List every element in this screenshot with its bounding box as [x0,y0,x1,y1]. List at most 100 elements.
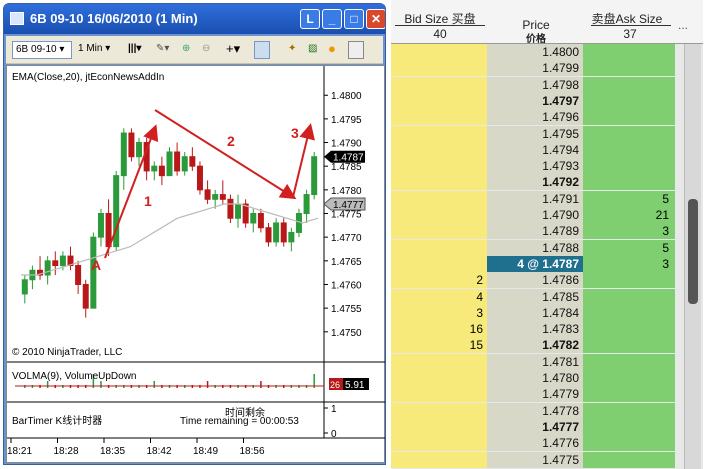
ask-cell[interactable]: 21 [583,207,675,223]
ask-cell[interactable] [583,272,675,289]
ask-cell[interactable] [583,451,675,468]
bid-cell[interactable] [391,239,487,256]
bid-cell[interactable] [391,92,487,109]
chart-area[interactable]: 1.4800 1.4795 1.4790 1.4785 1.4780 1.4775 1.47… [6,65,385,463]
price-cell[interactable]: 1.4778 [487,402,583,419]
price-cell[interactable]: 1.4776 [487,435,583,452]
bid-cell[interactable] [391,141,487,158]
price-cell[interactable]: 1.4781 [487,353,583,370]
last-trade-cell[interactable]: 4 @ 1.4787 [487,255,583,272]
ask-cell[interactable] [583,435,675,452]
draw-tool-icon[interactable]: ✎▾ [156,43,170,54]
bar-style-icon[interactable]: |||▾ [128,43,142,54]
price-column[interactable]: 1.4800 1.4799 1.4798 1.4797 1.4796 1.4795 1.47… [487,44,583,469]
price-cell[interactable]: 1.4785 [487,288,583,305]
bid-cell[interactable] [391,451,487,468]
price-cell[interactable]: 1.4792 [487,174,583,191]
ask-cell[interactable]: 5 [583,239,675,256]
ask-header[interactable]: 卖盘Ask Size [591,12,663,26]
bid-cell[interactable] [391,125,487,142]
alerts-icon[interactable]: ● [328,41,336,56]
bid-cell[interactable] [391,402,487,419]
bid-cell[interactable]: 2 [391,272,487,289]
bid-cell[interactable] [391,370,487,386]
bid-cell[interactable] [391,76,487,93]
ask-cell[interactable] [583,337,675,354]
price-chart[interactable]: 1.48001.47951.47901.47851.47801.47751.47… [7,66,386,464]
indicators-icon[interactable]: ✦ [288,43,297,54]
ask-cell[interactable] [583,60,675,77]
ask-cell[interactable] [583,418,675,435]
ask-cell[interactable] [583,44,675,60]
crosshair-icon[interactable]: +▾ [226,41,241,56]
ask-cell[interactable] [583,158,675,175]
data-box-icon[interactable] [254,41,270,59]
bid-cell[interactable] [391,207,487,223]
ask-cell[interactable]: 3 [583,223,675,240]
price-cell[interactable]: 1.4799 [487,60,583,77]
ask-cell[interactable] [583,304,675,321]
ask-cell[interactable] [583,174,675,191]
bid-cell[interactable]: 15 [391,337,487,354]
link-button[interactable]: L [300,9,320,29]
bid-cell[interactable] [391,109,487,126]
price-cell[interactable]: 1.4783 [487,321,583,338]
more-columns[interactable]: ... [677,18,688,32]
price-cell[interactable]: 1.4777 [487,418,583,435]
scrollbar-thumb[interactable] [688,199,698,304]
price-cell[interactable]: 1.4795 [487,125,583,142]
price-cell[interactable]: 1.4775 [487,451,583,468]
price-cell[interactable]: 1.4794 [487,141,583,158]
ask-cell[interactable] [583,370,675,386]
bid-cell[interactable] [391,158,487,175]
bid-cell[interactable] [391,174,487,191]
zoom-out-icon[interactable]: ⊖ [202,43,211,54]
bid-cell[interactable] [391,418,487,435]
strategies-icon[interactable]: ▨ [308,43,318,54]
ask-cell[interactable] [583,109,675,126]
zoom-in-icon[interactable]: ⊕ [182,43,191,54]
bid-column[interactable]: 2 4 3 16 15 [391,44,487,469]
ask-cell[interactable] [583,288,675,305]
ask-cell[interactable] [583,321,675,338]
chart-titlebar[interactable]: 6B 09-10 16/06/2010 (1 Min) L _ □ ✕ [4,4,385,34]
price-cell[interactable]: 1.4798 [487,76,583,93]
price-cell[interactable]: 1.4789 [487,223,583,240]
ask-cell[interactable] [583,76,675,93]
interval-select[interactable]: 1 Min ▾ [78,43,111,54]
bid-header[interactable]: Bid Size 买盘 [404,12,476,26]
price-cell[interactable]: 1.4784 [487,304,583,321]
ask-cell[interactable] [583,386,675,403]
properties-icon[interactable] [348,41,364,59]
ask-cell[interactable]: 3 [583,255,675,272]
price-cell[interactable]: 1.4779 [487,386,583,403]
bid-cell[interactable] [391,435,487,452]
price-cell[interactable]: 1.4797 [487,92,583,109]
price-cell[interactable]: 1.4786 [487,272,583,289]
bid-cell[interactable] [391,44,487,60]
close-button[interactable]: ✕ [366,9,385,29]
bid-cell[interactable]: 16 [391,321,487,338]
ask-cell[interactable] [583,92,675,109]
price-cell[interactable]: 1.4788 [487,239,583,256]
price-cell[interactable]: 1.4791 [487,190,583,207]
ladder-scrollbar[interactable] [684,44,701,469]
bid-cell[interactable] [391,223,487,240]
bid-cell[interactable] [391,190,487,207]
price-cell[interactable]: 1.4796 [487,109,583,126]
bid-cell[interactable] [391,60,487,77]
minimize-button[interactable]: _ [322,9,342,29]
ask-cell[interactable] [583,125,675,142]
maximize-button[interactable]: □ [344,9,364,29]
price-cell[interactable]: 1.4782 [487,337,583,354]
price-cell[interactable]: 1.4793 [487,158,583,175]
ask-cell[interactable] [583,353,675,370]
ask-column[interactable]: 5 21 3 5 3 [583,44,675,469]
ask-cell[interactable] [583,141,675,158]
bid-cell[interactable]: 4 [391,288,487,305]
bid-cell[interactable] [391,386,487,403]
price-cell[interactable]: 1.4780 [487,370,583,386]
price-cell[interactable]: 1.4790 [487,207,583,223]
bid-cell[interactable] [391,353,487,370]
price-header[interactable]: Price [522,18,550,32]
